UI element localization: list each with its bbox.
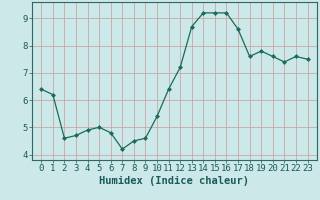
- X-axis label: Humidex (Indice chaleur): Humidex (Indice chaleur): [100, 176, 249, 186]
